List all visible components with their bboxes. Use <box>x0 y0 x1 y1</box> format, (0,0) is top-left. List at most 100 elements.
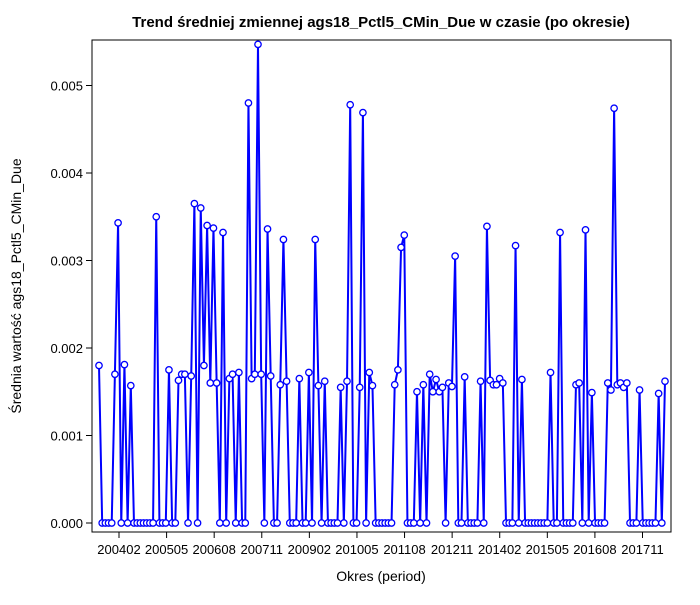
data-point <box>343 377 351 386</box>
data-point <box>301 519 310 527</box>
data-point <box>397 243 405 252</box>
data-point <box>473 519 482 527</box>
data-point <box>314 381 323 390</box>
data-point <box>209 224 218 232</box>
x-tick-label: 201505 <box>526 542 569 557</box>
data-point <box>661 377 669 386</box>
data-point <box>171 519 180 527</box>
y-tick-label: 0.002 <box>50 341 83 356</box>
data-point <box>635 386 644 394</box>
data-point <box>152 212 161 221</box>
x-tick-label: 201005 <box>335 542 378 557</box>
y-tick-label: 0.001 <box>50 429 83 444</box>
x-tick-label: 200402 <box>97 542 140 557</box>
data-point <box>250 370 259 379</box>
data-point <box>244 99 253 107</box>
data-point <box>387 519 396 527</box>
data-point <box>120 360 129 369</box>
data-point <box>651 519 660 527</box>
data-point <box>266 372 275 380</box>
data-point <box>241 519 250 527</box>
data-point <box>476 377 485 386</box>
data-point <box>181 370 189 379</box>
data-point <box>498 379 507 387</box>
data-point <box>438 383 447 392</box>
y-tick-label: 0.003 <box>50 254 83 269</box>
x-tick-label: 200608 <box>192 542 235 557</box>
data-point <box>359 108 367 117</box>
data-point <box>460 373 469 381</box>
data-point <box>581 226 590 234</box>
data-point <box>339 519 348 527</box>
x-tick-label: 200902 <box>288 542 331 557</box>
data-point <box>107 519 116 527</box>
data-point <box>483 222 491 231</box>
data-point <box>413 387 421 396</box>
plot-frame <box>91 39 672 533</box>
data-point <box>546 368 555 377</box>
data-point <box>622 379 631 387</box>
data-point <box>254 40 262 49</box>
data-point <box>419 380 428 389</box>
data-point <box>187 372 196 380</box>
data-point <box>657 519 666 527</box>
data-point <box>190 199 199 208</box>
data-point <box>575 379 584 387</box>
series-layer <box>95 40 669 527</box>
data-point <box>273 519 281 527</box>
data-point <box>196 204 205 212</box>
data-point <box>114 219 122 227</box>
y-tick-label: 0.000 <box>50 516 83 531</box>
data-point <box>422 519 431 527</box>
data-point <box>654 389 663 398</box>
data-point <box>578 519 587 527</box>
x-tick-label: 201402 <box>478 542 521 557</box>
data-point <box>279 235 288 244</box>
data-point <box>553 519 561 527</box>
data-point <box>228 370 237 379</box>
data-point <box>123 519 132 527</box>
data-point <box>511 241 520 250</box>
data-point <box>429 387 437 396</box>
data-point <box>346 100 355 109</box>
data-point <box>257 370 266 379</box>
data-point <box>219 228 227 237</box>
data-point <box>308 519 316 527</box>
data-point <box>514 519 523 527</box>
data-point <box>260 519 269 527</box>
data-point <box>588 388 596 397</box>
data-point <box>126 381 135 390</box>
data-point <box>365 368 374 377</box>
data-point <box>543 519 552 527</box>
data-point <box>235 368 243 377</box>
x-tick-label: 201211 <box>431 542 473 557</box>
data-point <box>400 231 409 239</box>
data-point <box>276 380 285 389</box>
x-axis-label: Okres (period) <box>336 568 425 584</box>
x-tick-label: 200711 <box>241 542 283 557</box>
data-point <box>222 519 231 527</box>
data-point <box>282 377 291 386</box>
chart-title: Trend średniej zmiennej ags18_Pctl5_CMin… <box>132 14 630 31</box>
data-point <box>117 519 126 527</box>
data-point <box>336 383 345 392</box>
data-point <box>610 104 618 113</box>
data-point <box>317 519 326 527</box>
data-point <box>556 228 564 237</box>
data-point <box>568 519 577 527</box>
data-point <box>451 252 459 260</box>
data-point <box>409 519 418 527</box>
data-point <box>203 221 211 230</box>
data-point <box>165 366 173 374</box>
x-axis: 200402 200505 200608 200711 200902 201005 2011… <box>97 532 664 557</box>
x-tick-label: 200505 <box>145 542 188 557</box>
data-point <box>441 519 450 527</box>
data-point <box>394 366 402 374</box>
x-tick-label: 201608 <box>573 542 616 557</box>
data-point <box>425 370 434 379</box>
data-point <box>184 519 192 527</box>
data-point <box>292 519 300 527</box>
data-point <box>333 519 342 527</box>
data-point <box>632 519 641 527</box>
